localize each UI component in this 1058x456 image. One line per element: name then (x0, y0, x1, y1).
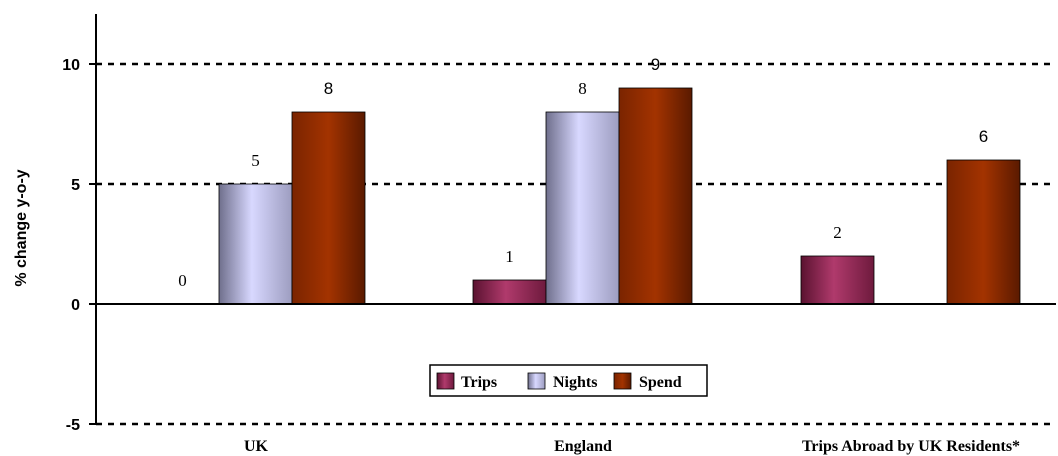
category-labels: UK England Trips Abroad by UK Residents* (244, 438, 1020, 455)
y-tick-label: -5 (66, 417, 80, 434)
category-label: Trips Abroad by UK Residents* (802, 438, 1020, 455)
legend-label-trips: Trips (461, 374, 497, 391)
y-tick-label: 5 (71, 177, 80, 194)
data-label: 6 (979, 127, 988, 146)
data-label: 8 (578, 79, 587, 98)
bar-spend (618, 87, 693, 305)
legend-box (429, 364, 708, 397)
legend-label-nights: Nights (553, 374, 597, 391)
data-labels: 0 5 8 1 8 9 2 6 (178, 55, 988, 290)
y-tick-label: 10 (62, 57, 80, 74)
bar-spend (291, 111, 366, 305)
bar-trips (800, 255, 875, 305)
legend: Trips Nights Spend (429, 364, 708, 397)
y-tick-label: 0 (71, 297, 80, 314)
bar-nights (545, 111, 620, 305)
data-label: 5 (251, 151, 260, 170)
y-axis-title: % change y-o-y (13, 169, 30, 286)
category-label: England (554, 438, 612, 455)
data-label: 2 (833, 223, 842, 242)
legend-swatch-trips (436, 372, 455, 390)
data-label: 9 (651, 55, 660, 74)
data-label: 8 (324, 79, 333, 98)
y-tick-labels: -5 0 5 10 (62, 57, 96, 434)
legend-swatch-spend (613, 372, 632, 390)
bars (218, 87, 1021, 305)
bar-spend (946, 159, 1021, 305)
bar-nights (218, 183, 293, 305)
legend-label-spend: Spend (639, 374, 682, 391)
legend-swatch-nights (527, 372, 546, 390)
category-label: UK (244, 438, 269, 455)
data-label: 0 (178, 271, 187, 290)
data-label: 1 (505, 247, 514, 266)
axes (95, 14, 1056, 425)
bar-trips (472, 279, 547, 305)
